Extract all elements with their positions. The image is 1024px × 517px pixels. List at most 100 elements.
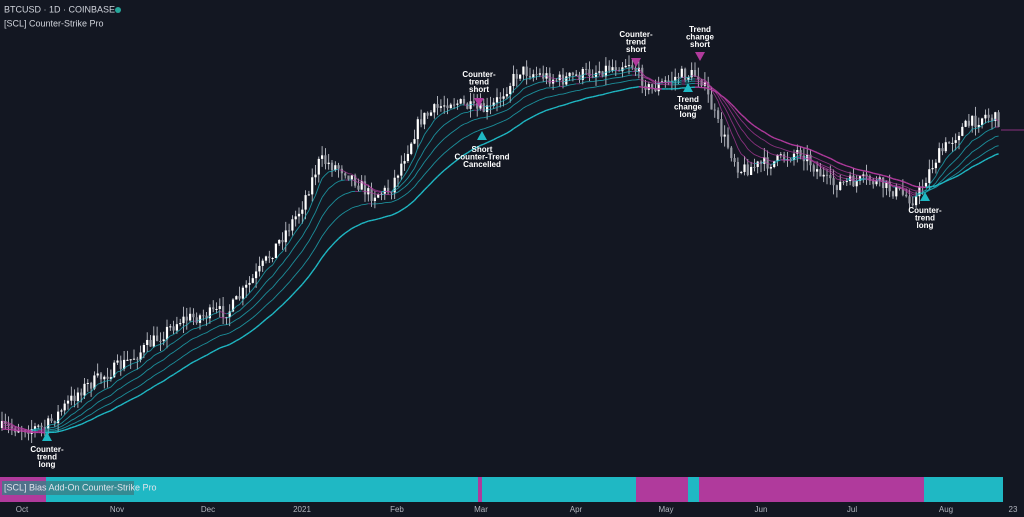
ribbon-line	[632, 67, 636, 70]
ribbon-line	[417, 155, 422, 162]
candle-body	[258, 265, 261, 272]
ribbon-line	[301, 215, 307, 223]
candle-body	[33, 426, 37, 430]
ribbon-line	[193, 347, 197, 350]
ribbon-line	[189, 338, 194, 341]
ribbon-line	[18, 428, 22, 431]
ribbon-line	[364, 183, 369, 186]
ribbon-line	[740, 153, 745, 157]
candle-body	[10, 425, 13, 429]
ribbon-line	[905, 182, 910, 185]
ribbon-line	[968, 140, 973, 146]
ribbon-line	[642, 86, 646, 89]
ribbon-line	[641, 73, 646, 77]
ribbon-line	[925, 189, 930, 193]
ribbon-line	[123, 392, 128, 396]
ribbon-line	[282, 246, 287, 252]
ribbon-line	[166, 353, 171, 358]
ribbon-line	[334, 216, 339, 221]
candle-body	[627, 65, 631, 67]
ribbon-line	[156, 361, 161, 364]
candle-body	[301, 209, 304, 214]
ribbon-line	[278, 304, 283, 309]
ribbon-line	[196, 326, 201, 329]
ribbon-line	[176, 347, 181, 351]
ribbon-line	[622, 71, 626, 74]
ribbon-line	[288, 236, 293, 243]
ribbon-line	[100, 381, 105, 384]
ribbon-line	[839, 162, 844, 166]
candle-body	[730, 147, 733, 159]
ribbon-line	[737, 123, 742, 130]
candle-body	[370, 188, 373, 201]
annotation-text: short	[469, 85, 489, 94]
ribbon-line	[774, 145, 778, 148]
ribbon-line	[397, 197, 402, 200]
candle-body	[472, 101, 475, 104]
candle-body	[99, 373, 103, 380]
candle-body	[142, 344, 145, 353]
ribbon-line	[430, 179, 435, 184]
annotation-text: trend	[915, 214, 935, 223]
ribbon-line	[720, 95, 726, 99]
ribbon-line	[427, 140, 432, 146]
x-axis-label: Oct	[16, 505, 29, 514]
ribbon-line	[94, 393, 99, 398]
ribbon-line	[833, 159, 838, 163]
candle-body	[264, 256, 268, 261]
ribbon-line	[249, 306, 254, 311]
ribbon-line	[556, 93, 560, 96]
candle-body	[651, 84, 654, 89]
x-axis-label: 2021	[293, 505, 311, 514]
ribbon-line	[460, 123, 465, 127]
ribbon-line	[836, 161, 841, 165]
ribbon-line	[935, 168, 940, 177]
ribbon-line	[955, 165, 960, 169]
ribbon-line	[44, 429, 49, 432]
ribbon-line	[176, 369, 181, 374]
candle-body	[337, 165, 340, 169]
ribbon-line	[958, 172, 963, 176]
ribbon-line	[305, 257, 310, 263]
candle-body	[96, 373, 99, 376]
candle-body	[314, 174, 317, 178]
ribbon-line	[394, 187, 399, 191]
ribbon-line	[433, 116, 438, 121]
ribbon-line	[740, 119, 745, 125]
ribbon-line	[453, 128, 458, 132]
x-axis-label: Apr	[570, 505, 583, 514]
candle-body	[185, 316, 188, 321]
ribbon-line	[150, 355, 155, 360]
ribbon-line	[671, 81, 676, 83]
ribbon-line	[513, 94, 518, 98]
ribbon-line	[213, 318, 217, 322]
ribbon-line	[823, 154, 828, 158]
ribbon-line	[787, 142, 791, 145]
ribbon-line	[701, 78, 705, 81]
candle-body	[334, 165, 337, 171]
ribbon-line	[196, 357, 201, 362]
candle-body	[631, 65, 634, 68]
candle-body	[845, 181, 848, 183]
ribbon-line	[493, 137, 498, 141]
ribbon-line	[714, 90, 719, 94]
candle-body	[93, 375, 96, 389]
ribbon-line	[285, 242, 290, 247]
ribbon-line	[730, 103, 736, 108]
ribbon-line	[579, 74, 584, 78]
ribbon-line	[609, 91, 613, 94]
ribbon-line	[275, 292, 280, 297]
candle-body	[608, 65, 611, 71]
candle-body	[561, 74, 565, 85]
ribbon-line	[552, 106, 557, 109]
indicator-title: [SCL] Counter-Strike Pro	[4, 18, 104, 28]
ribbon-line	[889, 181, 894, 184]
ribbon-line	[760, 147, 765, 150]
ribbon-line	[499, 134, 504, 137]
ribbon-line	[137, 359, 141, 363]
ribbon-line	[935, 184, 940, 188]
ribbon-line	[245, 292, 250, 297]
ribbon-line	[995, 153, 999, 156]
ribbon-line	[767, 142, 772, 146]
ribbon-line	[334, 238, 340, 243]
